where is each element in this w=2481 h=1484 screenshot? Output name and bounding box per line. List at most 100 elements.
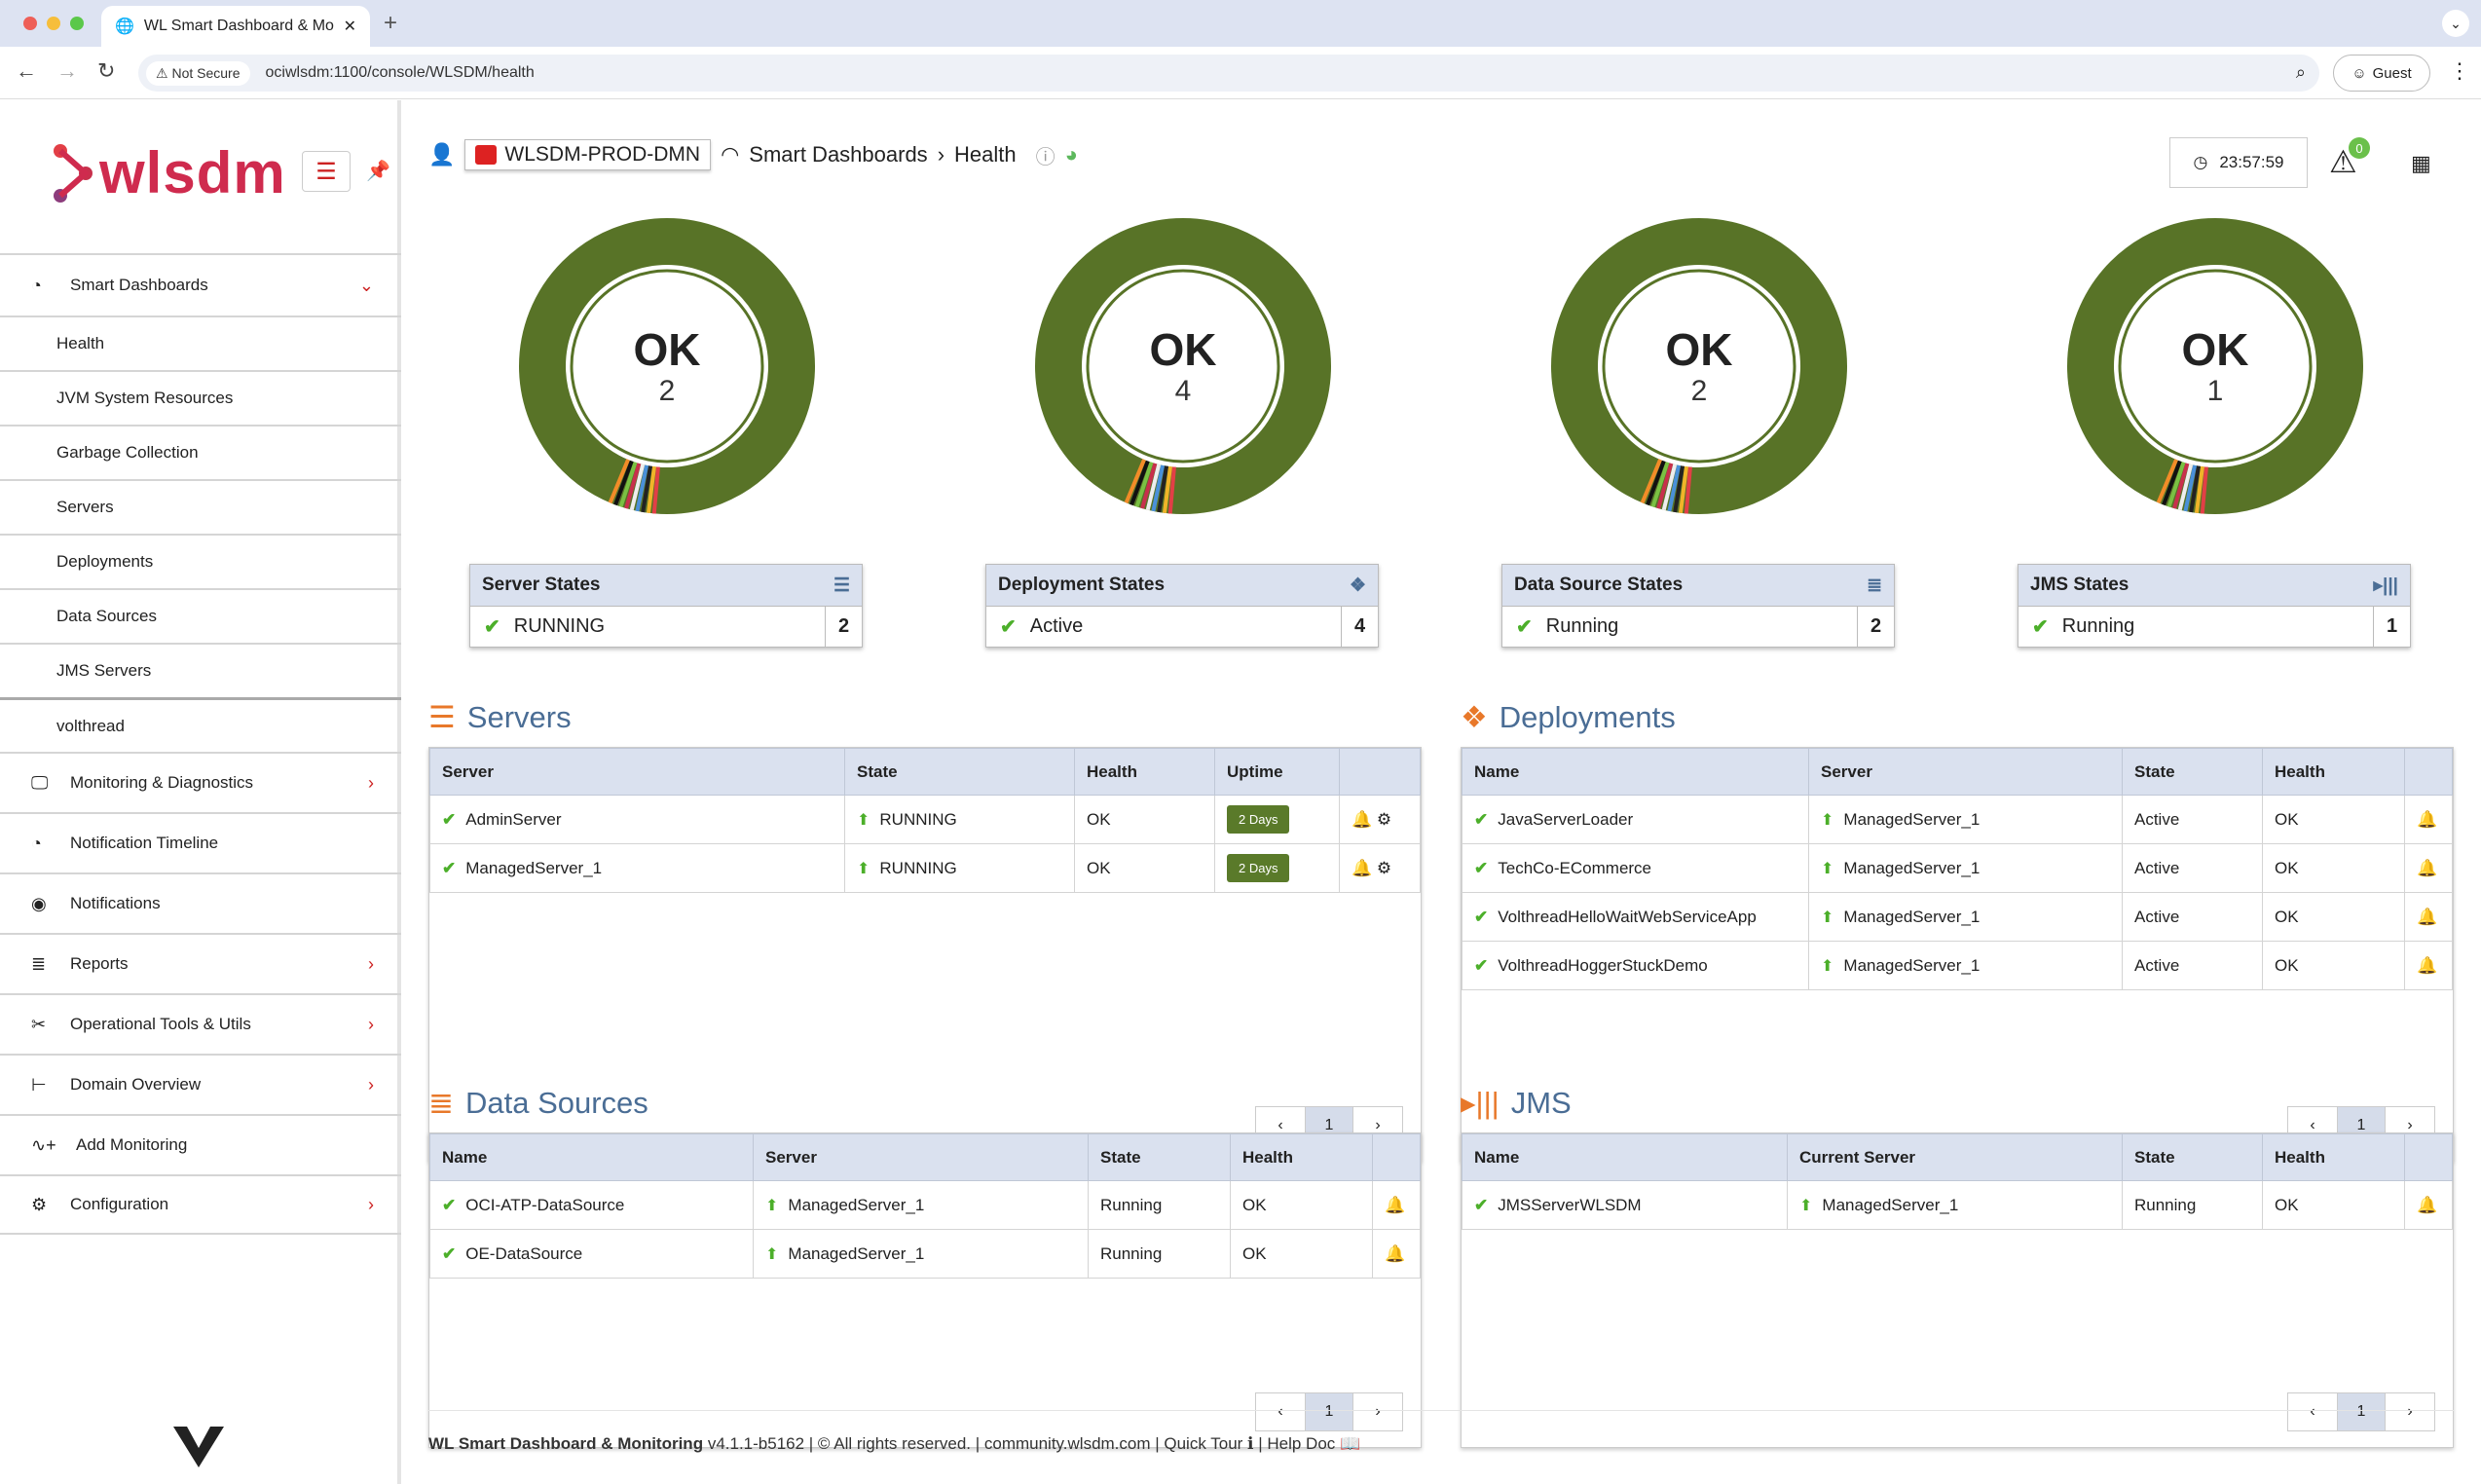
clock-widget[interactable]: ◷ 23:57:59 — [2169, 137, 2308, 188]
next-page-button[interactable]: › — [2407, 1117, 2413, 1133]
sidebar-item-monitoring[interactable]: 🖵 Monitoring & Diagnostics › — [0, 752, 401, 812]
sidebar-item-domain-overview[interactable]: ⊢ Domain Overview › — [0, 1054, 401, 1114]
bell-icon[interactable]: 🔔 — [2417, 907, 2438, 926]
col-header[interactable]: Uptime — [1214, 748, 1340, 796]
footer-links[interactable]: v4.1.1-b5162 | © All rights reserved. | … — [707, 1434, 1336, 1453]
bell-icon[interactable]: 🔔 — [2417, 1195, 2438, 1214]
col-header[interactable]: Current Server — [1787, 1133, 2123, 1181]
deployment-health-donut[interactable]: OK 4 — [1034, 217, 1332, 515]
pin-icon[interactable]: 📌 — [366, 161, 390, 182]
table-row[interactable]: ✔ JavaServerLoader ⬆ ManagedServer_1 Active O… — [1462, 795, 2453, 844]
col-header[interactable]: State — [2122, 1133, 2263, 1181]
sidebar-subitem-health[interactable]: Health — [0, 315, 401, 370]
gear-icon[interactable]: ⚙ — [1376, 858, 1392, 877]
minimize-window-button[interactable] — [47, 17, 60, 30]
table-row[interactable]: ✔ VolthreadHelloWaitWebServiceApp ⬆ Managed… — [1462, 892, 2453, 942]
deployment-name[interactable]: JavaServerLoader — [1498, 809, 1634, 829]
col-header[interactable]: Health — [1074, 748, 1215, 796]
zoom-icon[interactable]: ⌕ — [2295, 62, 2306, 82]
browser-tab[interactable]: 🌐 WL Smart Dashboard & Monit ✕ — [101, 6, 370, 47]
deployment-name[interactable]: TechCo-ECommerce — [1498, 858, 1652, 877]
col-header[interactable]: Health — [2262, 1133, 2405, 1181]
dashboard-icon[interactable]: ◕ — [1064, 142, 1078, 167]
next-page-button[interactable]: › — [1375, 1403, 1381, 1420]
table-row[interactable]: ✔ ManagedServer_1 ⬆ RUNNING OK 2 Days 🔔 ⚙ — [429, 843, 1421, 893]
col-header[interactable]: Health — [2262, 748, 2405, 796]
sidebar-item-notification-timeline[interactable]: ◔ Notification Timeline — [0, 812, 401, 872]
server-name[interactable]: ManagedServer_1 — [465, 858, 603, 877]
bell-icon[interactable]: 🔔 — [2417, 858, 2438, 877]
prev-page-button[interactable]: ‹ — [1278, 1403, 1283, 1420]
sidebar-item-notifications[interactable]: ◉ Notifications — [0, 872, 401, 933]
col-header[interactable]: Name — [1462, 1133, 1788, 1181]
col-header[interactable]: State — [844, 748, 1075, 796]
reload-button[interactable]: ↻ — [97, 58, 116, 83]
table-row[interactable]: ✔ AdminServer ⬆ RUNNING OK 2 Days 🔔 ⚙ — [429, 795, 1421, 844]
sidebar-item-configuration[interactable]: ⚙ Configuration › — [0, 1174, 401, 1235]
bell-icon[interactable]: 🔔 — [1385, 1243, 1406, 1263]
user-icon[interactable]: 👤 — [428, 142, 456, 167]
apps-grid-icon[interactable]: ▦ — [2411, 151, 2431, 175]
col-header[interactable]: State — [1088, 1133, 1231, 1181]
bell-icon[interactable]: 🔔 — [1385, 1195, 1406, 1214]
sidebar-item-reports[interactable]: ≣ Reports › — [0, 933, 401, 993]
not-secure-badge[interactable]: ⚠ Not Secure — [146, 60, 250, 86]
prev-page-button[interactable]: ‹ — [1278, 1117, 1283, 1133]
domain-badge[interactable]: WLSDM-PROD-DMN — [464, 139, 712, 170]
sidebar-item-smart-dashboards[interactable]: ◔ Smart Dashboards ⌄ — [0, 253, 401, 315]
page-number[interactable]: 1 — [2337, 1393, 2386, 1430]
table-row[interactable]: ✔ VolthreadHoggerStuckDemo ⬆ ManagedServer_… — [1462, 941, 2453, 990]
breadcrumb-smart-dashboards[interactable]: Smart Dashboards — [749, 142, 928, 167]
table-row[interactable]: ✔ JMSServerWLSDM ⬆ ManagedServer_1 Running OK… — [1462, 1180, 2453, 1230]
page-number[interactable]: 1 — [1305, 1393, 1353, 1430]
deployment-name[interactable]: VolthreadHoggerStuckDemo — [1498, 955, 1708, 975]
sidebar-subitem-deployments[interactable]: Deployments — [0, 534, 401, 588]
col-header[interactable]: Server — [1808, 748, 2123, 796]
sidebar-subitem-servers[interactable]: Servers — [0, 479, 401, 534]
col-header[interactable]: Server — [429, 748, 845, 796]
col-header[interactable]: State — [2122, 748, 2263, 796]
bell-icon[interactable]: 🔔 — [2417, 809, 2438, 829]
address-bar[interactable]: ⚠ Not Secure ociwlsdm:1100/console/WLSDM… — [138, 55, 2319, 92]
datasource-name[interactable]: OCI-ATP-DataSource — [465, 1195, 625, 1214]
tab-search-button[interactable]: ⌄ — [2442, 10, 2469, 37]
state-row[interactable]: ✔ Running 2 — [1502, 606, 1894, 647]
col-header[interactable]: Name — [429, 1133, 754, 1181]
bell-icon[interactable]: 🔔 — [2417, 955, 2438, 975]
prev-page-button[interactable]: ‹ — [2310, 1117, 2315, 1133]
sidebar-item-tools[interactable]: ✂ Operational Tools & Utils › — [0, 993, 401, 1054]
prev-page-button[interactable]: ‹ — [2310, 1403, 2315, 1420]
maximize-window-button[interactable] — [70, 17, 84, 30]
col-header[interactable]: Health — [1230, 1133, 1373, 1181]
sidebar-subitem-gc[interactable]: Garbage Collection — [0, 425, 401, 479]
next-page-button[interactable]: › — [1375, 1117, 1381, 1133]
close-window-button[interactable] — [23, 17, 37, 30]
table-row[interactable]: ✔ OCI-ATP-DataSource ⬆ ManagedServer_1 Runni… — [429, 1180, 1421, 1230]
next-page-button[interactable]: › — [2407, 1403, 2413, 1420]
browser-menu-icon[interactable]: ⋮ — [2449, 58, 2470, 83]
state-row[interactable]: ✔ Running 1 — [2018, 606, 2410, 647]
sidebar-subitem-volthread[interactable]: volthread — [0, 697, 401, 752]
bell-icon[interactable]: 🔔 — [1352, 809, 1373, 829]
sidebar-subitem-jvm[interactable]: JVM System Resources — [0, 370, 401, 425]
close-tab-icon[interactable]: ✕ — [343, 19, 356, 35]
hamburger-menu-button[interactable]: ☰ — [302, 151, 351, 192]
sidebar-subitem-datasources[interactable]: Data Sources — [0, 588, 401, 643]
deployment-name[interactable]: VolthreadHelloWaitWebServiceApp — [1498, 907, 1757, 926]
back-button[interactable]: ← — [16, 58, 37, 83]
jms-name[interactable]: JMSServerWLSDM — [1498, 1195, 1642, 1214]
table-row[interactable]: ✔ OE-DataSource ⬆ ManagedServer_1 Running OK 🔔 — [429, 1229, 1421, 1279]
gear-icon[interactable]: ⚙ — [1376, 809, 1392, 829]
new-tab-button[interactable]: + — [384, 10, 398, 36]
jms-health-donut[interactable]: OK 1 — [2066, 217, 2364, 515]
sidebar-item-add-monitoring[interactable]: ∿+ Add Monitoring — [0, 1114, 401, 1174]
sidebar-subitem-jms[interactable]: JMS Servers — [0, 643, 401, 697]
info-icon[interactable]: ⓘ — [1035, 146, 1055, 168]
table-row[interactable]: ✔ TechCo-ECommerce ⬆ ManagedServer_1 Active O… — [1462, 843, 2453, 893]
datasource-name[interactable]: OE-DataSource — [465, 1243, 583, 1263]
col-header[interactable]: Server — [753, 1133, 1089, 1181]
state-row[interactable]: ✔ RUNNING 2 — [470, 606, 862, 647]
state-row[interactable]: ✔ Active 4 — [986, 606, 1378, 647]
col-header[interactable]: Name — [1462, 748, 1809, 796]
server-name[interactable]: AdminServer — [465, 809, 562, 829]
